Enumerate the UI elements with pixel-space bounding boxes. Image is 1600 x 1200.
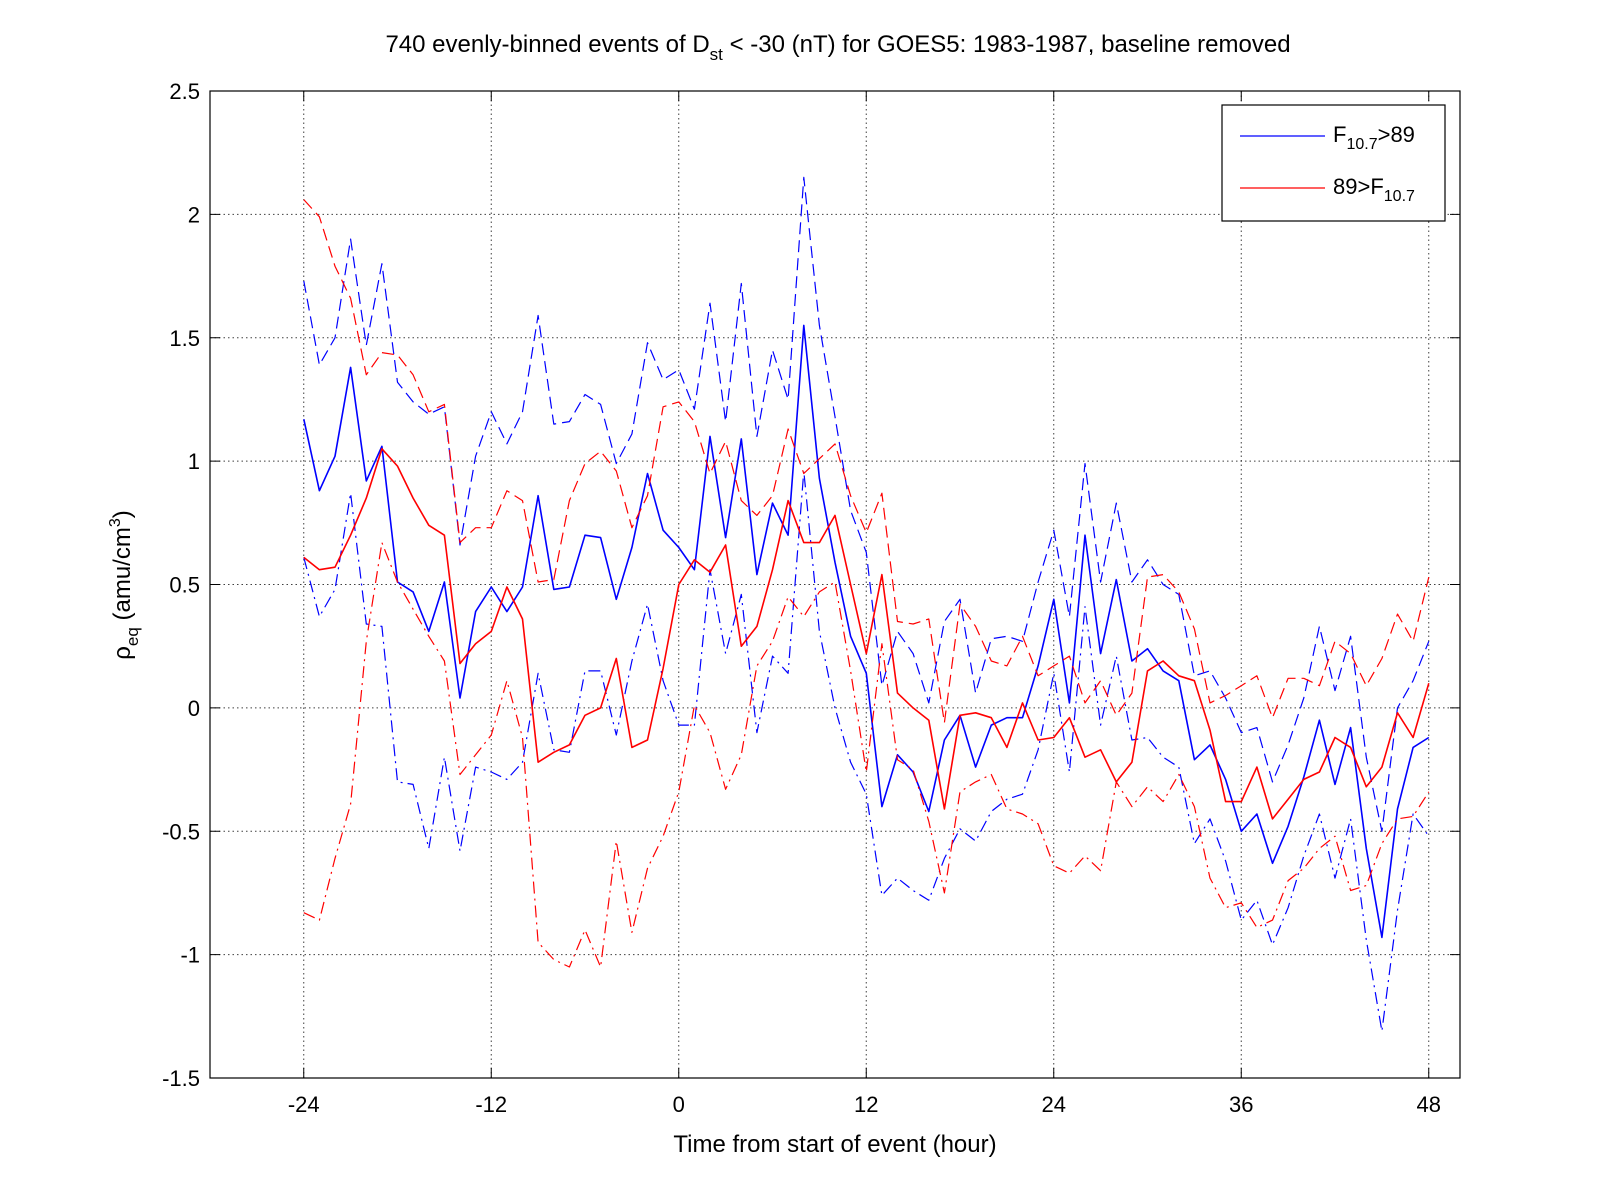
title-prefix: 740 evenly-binned events of D [385,31,709,58]
legend-text-part: >89 [1378,122,1415,147]
grid [210,91,1460,1078]
title-suffix: < -30 (nT) for GOES5: 1983-1987, baselin… [723,31,1291,58]
legend-box [1221,104,1446,222]
blue-mean-line [303,324,1430,939]
y-tick-label: 2 [188,202,200,227]
x-tick-label: 48 [1417,1092,1441,1117]
legend-label-red: 89>F10.7 [1333,174,1415,205]
plot-frame [209,90,1461,1079]
red-mean-line [303,447,1430,820]
chart-title: 740 evenly-binned events of Dst < -30 (n… [385,31,1290,64]
title-subscript: st [710,45,724,64]
y-tick-label: -1 [180,943,200,968]
legend-text-part: 89>F [1333,174,1384,199]
y-tick-label: 1.5 [169,326,200,351]
x-tick-label: -12 [475,1092,507,1117]
blue-upper-line [303,176,1430,832]
y-tick-label: 0.5 [169,573,200,598]
blue-lower-line [303,470,1430,1032]
y-tick-label: 1 [188,449,200,474]
y-label-units-suffix: ) [109,510,136,518]
legend-text-part: 10.7 [1346,136,1377,153]
y-axis-label: ρeq (amu/cm3) [107,510,142,660]
legend: F10.7>89 89>F10.7 [1221,104,1446,222]
red-upper-line [303,199,1430,724]
y-tick-label: 2.5 [169,79,200,104]
y-tick-label: -1.5 [162,1066,200,1091]
legend-text-part: 10.7 [1384,188,1415,205]
y-label-main: ρ [109,646,136,660]
y-tick-label: -0.5 [162,819,200,844]
legend-text-part: F [1333,122,1346,147]
x-axis-label: Time from start of event (hour) [673,1131,996,1158]
y-label-subscript: eq [123,627,142,646]
x-tick-label: 12 [854,1092,878,1117]
x-tick-label: 36 [1229,1092,1253,1117]
series-layer [303,176,1430,1032]
legend-label-blue: F10.7>89 [1333,122,1415,153]
axis-ticks: -24 -12 0 12 24 36 48 -1.5 -1 -0.5 0 0.5 1 1.5 2 2.5 [162,79,1460,1117]
x-tick-label: -24 [288,1092,320,1117]
y-tick-label: 0 [188,696,200,721]
x-tick-label: 24 [1042,1092,1066,1117]
y-label-units-superscript: 3 [107,518,124,527]
red-lower-line [303,541,1430,968]
y-label-units-prefix: (amu/cm [109,527,136,627]
x-tick-label: 0 [673,1092,685,1117]
